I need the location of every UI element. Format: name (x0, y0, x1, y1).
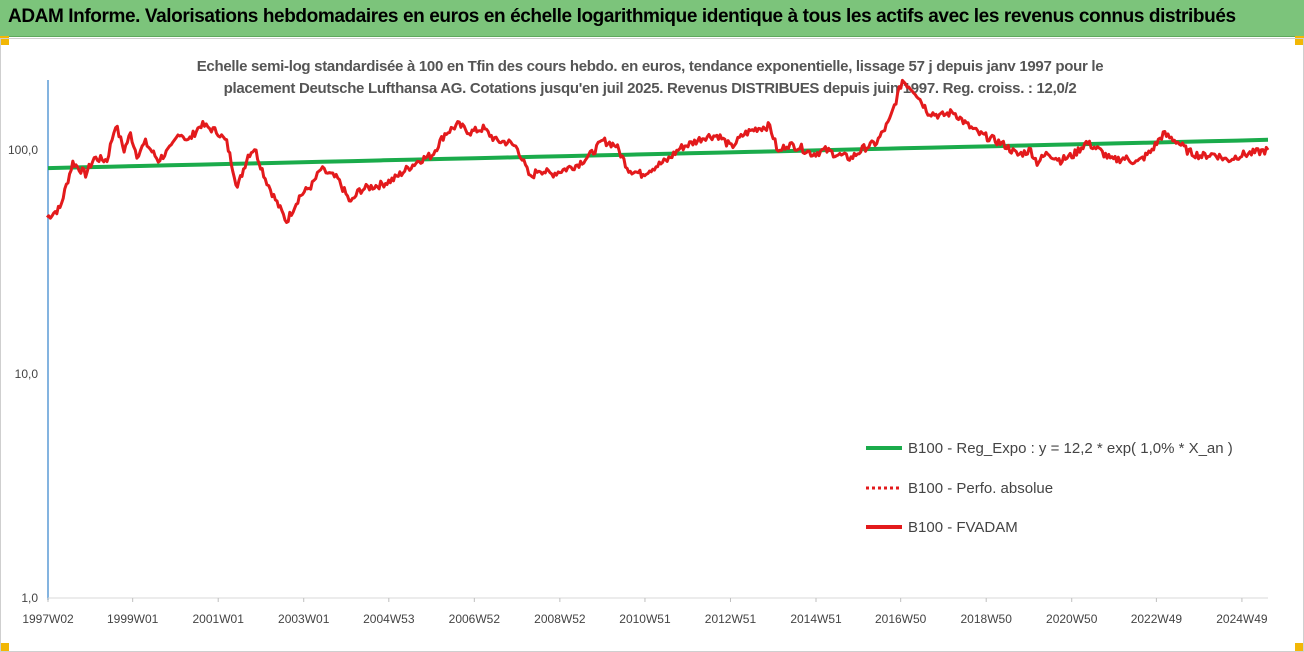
y-tick-label: 100,0 (8, 143, 38, 157)
x-tick-label: 2001W01 (193, 612, 245, 626)
x-tick-label: 2010W51 (619, 612, 671, 626)
corner-marker-top-left (0, 36, 9, 45)
x-tick-label: 2016W50 (875, 612, 927, 626)
x-tick-label: 2024W49 (1216, 612, 1268, 626)
x-tick-label: 2014W51 (790, 612, 842, 626)
y-tick-label: 1,0 (21, 591, 38, 605)
x-tick-label: 2012W51 (705, 612, 757, 626)
x-tick-label: 1999W01 (107, 612, 159, 626)
legend-entry-label: B100 - Perfo. absolue (908, 480, 1053, 497)
legend: B100 - Reg_Expo : y = 12,2 * exp( 1,0% *… (866, 440, 1233, 536)
x-tick-label: 2006W52 (449, 612, 501, 626)
series-line-fvadam (46, 78, 1270, 224)
series-layer (46, 78, 1270, 224)
chart-title-line-2: placement Deutsche Lufthansa AG. Cotatio… (223, 80, 1077, 97)
x-tick-label: 2020W50 (1046, 612, 1098, 626)
corner-marker-bottom-right (1295, 643, 1304, 652)
x-tick-label: 2022W49 (1131, 612, 1183, 626)
legend-entry-label: B100 - FVADAM (908, 519, 1018, 536)
corner-marker-bottom-left (0, 643, 9, 652)
report-title: ADAM Informe. Valorisations hebdomadaire… (8, 6, 1236, 27)
x-tick-label: 1997W02 (22, 612, 74, 626)
chart-title-line-1: Echelle semi-log standardisée à 100 en T… (196, 58, 1104, 75)
x-tick-label: 2003W01 (278, 612, 330, 626)
x-tick-label: 2004W53 (363, 612, 415, 626)
x-tick-label: 2018W50 (961, 612, 1013, 626)
x-tick-label: 2008W52 (534, 612, 586, 626)
series-line-regression (47, 137, 1269, 171)
legend-entry-label: B100 - Reg_Expo : y = 12,2 * exp( 1,0% *… (908, 440, 1233, 457)
corner-marker-top-right (1295, 36, 1304, 45)
y-tick-label: 10,0 (15, 367, 39, 381)
report-header: ADAM Informe. Valorisations hebdomadaire… (0, 0, 1304, 37)
axes: 1,0 10,0 100,0 1997W02 1999W01 2001W01 2003W01… (8, 80, 1268, 626)
